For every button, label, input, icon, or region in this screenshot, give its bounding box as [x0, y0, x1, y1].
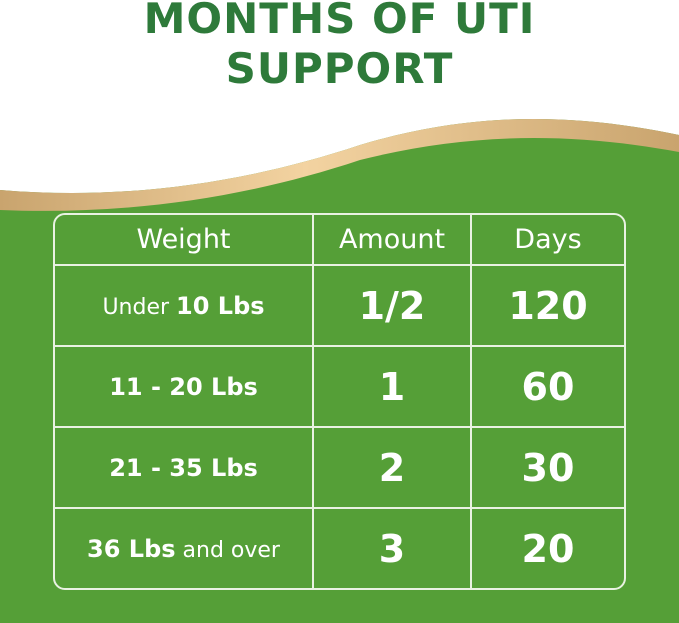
days-cell: 120 [472, 266, 624, 347]
weight-cell: 36 Lbs and over [55, 509, 314, 588]
page-title: MONTHS OF UTI SUPPORT [143, 0, 536, 93]
table-row: 21 - 35 Lbs 2 30 [55, 428, 624, 509]
table-row: 11 - 20 Lbs 1 60 [55, 347, 624, 428]
amount-cell: 1/2 [314, 266, 472, 347]
weight-cell: 11 - 20 Lbs [55, 347, 314, 428]
table-header-row: Weight Amount Days [55, 215, 624, 266]
header-amount: Amount [314, 215, 472, 266]
table-row: 36 Lbs and over 3 20 [55, 509, 624, 588]
amount-cell: 2 [314, 428, 472, 509]
header-weight: Weight [55, 215, 314, 266]
weight-cell: 21 - 35 Lbs [55, 428, 314, 509]
days-cell: 20 [521, 526, 575, 571]
header-days: Days [472, 215, 624, 266]
days-cell: 30 [472, 428, 624, 509]
table-row: Under 10 Lbs 1/2 120 [55, 266, 624, 347]
weight-cell: Under 10 Lbs [55, 266, 314, 347]
days-cell: 60 [472, 347, 624, 428]
amount-cell: 1 [314, 347, 472, 428]
dosage-table: Weight Amount Days Under 10 Lbs 1/2 120 … [53, 213, 626, 590]
amount-cell: 3 [314, 509, 472, 588]
